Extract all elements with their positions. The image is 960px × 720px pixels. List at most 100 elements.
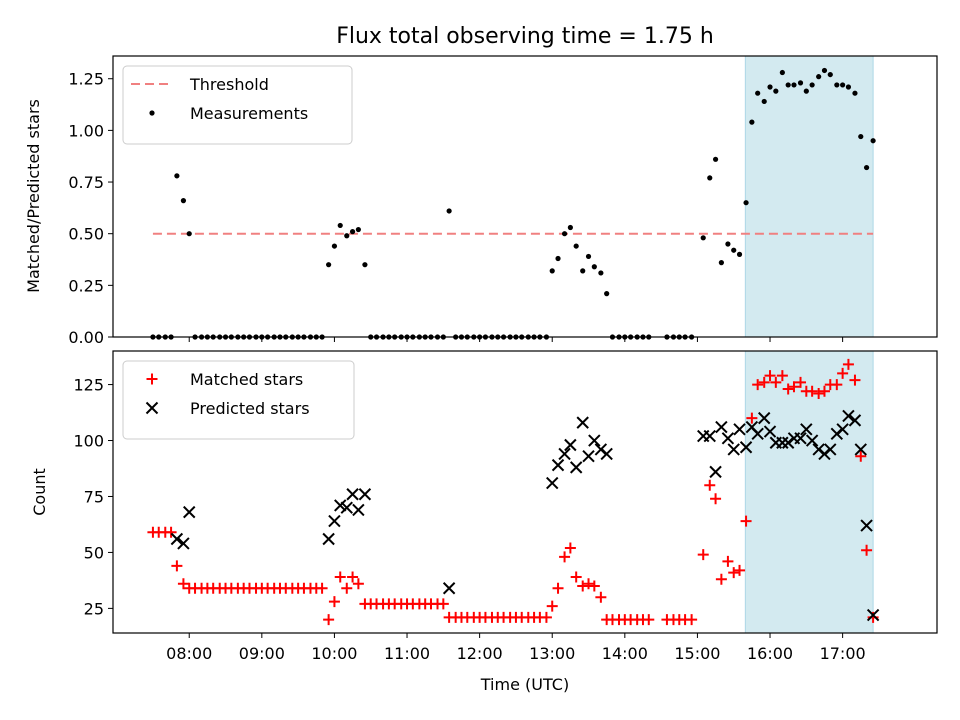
count-panel: 25 50 75 100 125 08:00 09:00 10:00 11:00 12:00 13:… — [73, 350, 938, 663]
matched-point-74 — [595, 591, 607, 603]
predicted-point-45 — [842, 409, 855, 423]
predicted-point-11 — [546, 476, 559, 490]
predicted-point-9 — [358, 488, 372, 501]
matched-point-48 — [437, 598, 449, 610]
xtick-label-5: 13:00 — [529, 644, 575, 663]
matched-point-110 — [831, 379, 843, 391]
ratio-point-67 — [555, 255, 561, 262]
predicted-point-23 — [709, 465, 722, 479]
matched-point-68 — [559, 551, 571, 563]
ratio-point-95 — [743, 200, 749, 206]
matched-point-4 — [171, 560, 183, 572]
predicted-point-39 — [805, 434, 819, 447]
matched-point-116 — [867, 611, 879, 623]
ratio-point-96 — [749, 119, 755, 125]
count-legend-label-1: Predicted stars — [190, 399, 310, 418]
ratio-point-110 — [834, 82, 840, 88]
ratio-point-66 — [549, 268, 555, 274]
matched-point-5 — [177, 578, 189, 590]
ratio-ytick-label-4: 1.00 — [68, 121, 104, 140]
predicted-point-0 — [170, 532, 184, 546]
predicted-point-26 — [727, 443, 740, 456]
xtick-label-0: 08:00 — [166, 644, 212, 663]
ratio-point-30 — [331, 243, 338, 249]
predicted-point-25 — [721, 432, 735, 445]
count-highlight-span — [744, 350, 874, 634]
xtick-label-6: 14:00 — [602, 644, 648, 663]
ratio-point-88 — [700, 235, 706, 241]
predicted-point-27 — [733, 423, 746, 436]
count-legend-box — [122, 360, 355, 440]
matched-point-32 — [341, 582, 353, 594]
ratio-point-73 — [591, 264, 597, 270]
predicted-point-46 — [848, 414, 862, 427]
ratio-point-75 — [604, 291, 610, 297]
matched-point-97 — [752, 379, 764, 391]
count-ytick-label-4: 125 — [73, 376, 104, 395]
matched-point-98 — [758, 376, 770, 388]
predicted-point-28 — [739, 441, 753, 454]
ratio-point-74 — [598, 270, 604, 276]
ratio-point-109 — [827, 71, 833, 78]
predicted-point-44 — [836, 423, 849, 436]
ratio-point-106 — [809, 82, 815, 88]
ratio-point-103 — [791, 82, 797, 88]
x-axis-label: Time (UTC) — [480, 675, 569, 694]
ratio-point-93 — [731, 247, 737, 253]
predicted-point-47 — [854, 443, 867, 456]
matched-point-93 — [728, 567, 740, 579]
matched-point-69 — [564, 542, 576, 554]
ratio-point-108 — [821, 67, 828, 74]
ratio-ytick-label-1: 0.25 — [68, 276, 104, 295]
ratio-highlight-span — [744, 55, 874, 338]
matched-point-65 — [540, 611, 552, 623]
matched-point-103 — [788, 381, 800, 393]
predicted-point-49 — [866, 608, 880, 622]
matched-point-114 — [855, 450, 867, 462]
matched-point-107 — [813, 388, 825, 400]
predicted-point-32 — [763, 425, 777, 438]
ratio-point-105 — [803, 88, 809, 94]
predicted-point-16 — [576, 416, 589, 429]
xtick-label-1: 09:00 — [239, 644, 285, 663]
xtick-label-4: 12:00 — [457, 644, 503, 663]
predicted-point-3 — [322, 532, 335, 546]
matched-point-113 — [849, 374, 861, 386]
ratio-point-5 — [180, 198, 187, 204]
xtick-label-8: 16:00 — [747, 644, 793, 663]
ratio-point-112 — [845, 84, 852, 90]
predicted-point-12 — [551, 458, 565, 472]
predicted-point-17 — [582, 449, 595, 463]
matched-point-72 — [583, 578, 595, 590]
predicted-point-10 — [442, 582, 456, 595]
matched-point-99 — [764, 370, 776, 382]
ratio-point-92 — [725, 241, 731, 247]
ratio-legend-label-1: Measurements — [190, 104, 308, 123]
ratio-ytick-label-2: 0.50 — [68, 225, 104, 244]
matched-point-106 — [806, 385, 818, 397]
ratio-point-94 — [736, 251, 743, 257]
matched-point-94 — [734, 564, 746, 576]
predicted-point-20 — [600, 447, 613, 461]
ratio-point-114 — [858, 133, 864, 140]
predicted-point-6 — [340, 501, 353, 514]
ratio-point-4 — [174, 173, 180, 179]
predicted-point-34 — [776, 436, 789, 449]
matched-point-31 — [334, 571, 346, 583]
matched-point-115 — [861, 544, 873, 556]
xtick-label-9: 17:00 — [820, 644, 866, 663]
matched-point-102 — [782, 383, 794, 395]
matched-point-73 — [588, 580, 600, 592]
ratio-point-6 — [186, 231, 192, 237]
ratio-point-33 — [349, 229, 356, 235]
matched-point-66 — [546, 600, 558, 612]
count-axes-frame — [112, 350, 938, 634]
chart-title: Flux total observing time = 1.75 h — [336, 24, 714, 49]
matched-point-101 — [776, 370, 788, 382]
ratio-point-115 — [863, 164, 870, 171]
ratio-point-29 — [326, 262, 332, 268]
ratio-point-111 — [840, 82, 846, 88]
matched-point-33 — [347, 571, 359, 583]
count-ytick-label-0: 25 — [84, 599, 104, 618]
